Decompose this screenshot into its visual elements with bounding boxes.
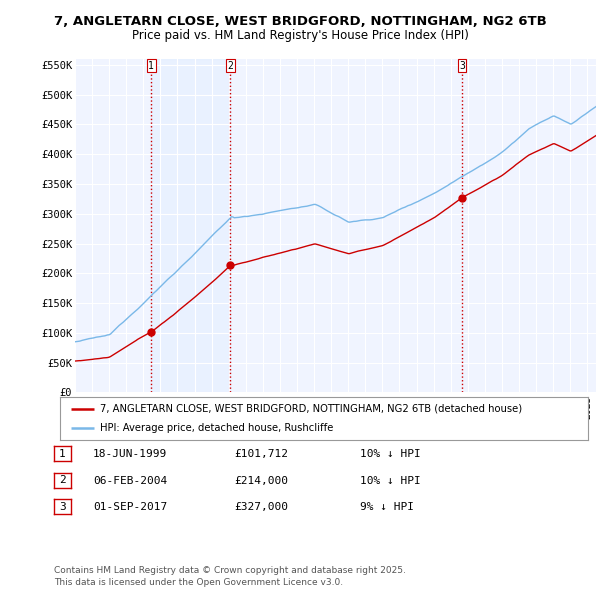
Text: £214,000: £214,000 — [234, 476, 288, 486]
Text: 06-FEB-2004: 06-FEB-2004 — [93, 476, 167, 486]
Text: 18-JUN-1999: 18-JUN-1999 — [93, 450, 167, 459]
Text: 3: 3 — [59, 502, 66, 512]
Text: 10% ↓ HPI: 10% ↓ HPI — [360, 450, 421, 459]
Text: £101,712: £101,712 — [234, 450, 288, 459]
Text: £327,000: £327,000 — [234, 503, 288, 512]
Text: HPI: Average price, detached house, Rushcliffe: HPI: Average price, detached house, Rush… — [100, 422, 333, 432]
Text: 7, ANGLETARN CLOSE, WEST BRIDGFORD, NOTTINGHAM, NG2 6TB: 7, ANGLETARN CLOSE, WEST BRIDGFORD, NOTT… — [53, 15, 547, 28]
Text: 7, ANGLETARN CLOSE, WEST BRIDGFORD, NOTTINGHAM, NG2 6TB (detached house): 7, ANGLETARN CLOSE, WEST BRIDGFORD, NOTT… — [100, 404, 522, 414]
Text: 1: 1 — [59, 449, 66, 458]
Bar — [151, 59, 230, 392]
Text: 01-SEP-2017: 01-SEP-2017 — [93, 503, 167, 512]
Text: 2: 2 — [59, 476, 66, 485]
Text: 1: 1 — [148, 61, 154, 71]
Text: Price paid vs. HM Land Registry's House Price Index (HPI): Price paid vs. HM Land Registry's House … — [131, 30, 469, 42]
Text: Contains HM Land Registry data © Crown copyright and database right 2025.
This d: Contains HM Land Registry data © Crown c… — [54, 566, 406, 587]
Text: 9% ↓ HPI: 9% ↓ HPI — [360, 503, 414, 512]
Text: 2: 2 — [227, 61, 233, 71]
Text: 10% ↓ HPI: 10% ↓ HPI — [360, 476, 421, 486]
Text: 3: 3 — [459, 61, 465, 71]
